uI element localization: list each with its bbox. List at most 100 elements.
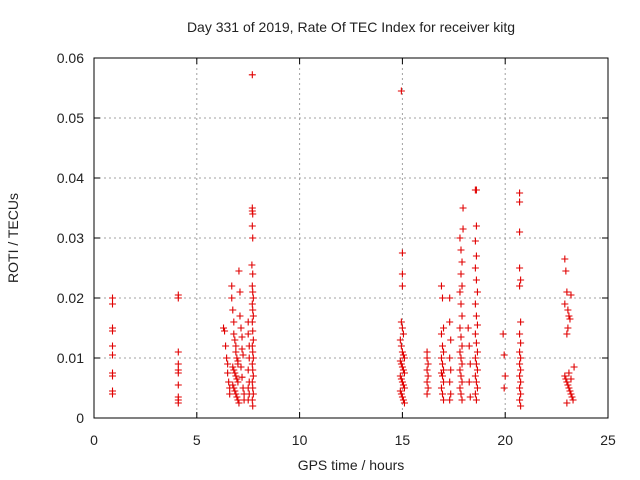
data-point xyxy=(225,378,233,386)
data-point xyxy=(459,225,467,233)
data-point xyxy=(397,375,405,383)
data-point xyxy=(400,384,408,392)
data-point xyxy=(248,282,256,290)
data-point xyxy=(398,378,406,386)
data-point xyxy=(248,261,256,269)
data-point xyxy=(237,363,245,371)
data-point xyxy=(397,342,405,350)
data-point xyxy=(568,393,576,401)
y-axis-label: ROTI / TECUs xyxy=(5,193,21,283)
data-point xyxy=(220,324,228,332)
data-point xyxy=(223,354,231,362)
data-point xyxy=(399,351,407,359)
data-point xyxy=(517,390,525,398)
data-point xyxy=(458,396,466,404)
data-point xyxy=(237,324,245,332)
data-point xyxy=(398,363,406,371)
data-point xyxy=(248,360,256,368)
y-tick-label: 0.03 xyxy=(57,230,84,246)
grid-layer xyxy=(94,58,608,418)
data-point xyxy=(471,354,479,362)
data-point xyxy=(457,246,465,254)
data-point xyxy=(562,267,570,275)
data-point xyxy=(570,363,578,371)
data-point xyxy=(109,390,117,398)
data-point xyxy=(249,402,257,410)
data-point xyxy=(423,390,431,398)
data-point xyxy=(471,300,479,308)
data-point xyxy=(231,336,239,344)
data-point xyxy=(517,366,525,374)
data-point xyxy=(232,390,240,398)
data-point xyxy=(423,366,431,374)
data-point xyxy=(517,354,525,362)
data-point xyxy=(566,315,574,323)
data-point xyxy=(472,339,480,347)
data-point xyxy=(235,267,243,275)
data-point xyxy=(398,282,406,290)
data-point xyxy=(438,390,446,398)
data-point xyxy=(446,396,454,404)
data-point xyxy=(457,372,465,380)
data-point xyxy=(516,228,524,236)
data-point xyxy=(563,399,571,407)
data-point xyxy=(226,390,234,398)
data-point xyxy=(472,378,480,386)
data-point xyxy=(565,312,573,320)
data-point xyxy=(249,390,257,398)
data-point xyxy=(248,378,256,386)
data-point xyxy=(399,396,407,404)
x-axis-label: GPS time / hours xyxy=(298,457,405,473)
data-point xyxy=(423,378,431,386)
data-point xyxy=(231,369,239,377)
data-point xyxy=(516,372,524,380)
data-point xyxy=(516,198,524,206)
data-point xyxy=(174,294,182,302)
data-point xyxy=(447,336,455,344)
data-point xyxy=(238,345,246,353)
data-point xyxy=(249,366,257,374)
data-point xyxy=(232,372,240,380)
y-tick-label: 0.02 xyxy=(57,290,84,306)
data-point xyxy=(500,351,508,359)
data-point xyxy=(423,348,431,356)
data-point xyxy=(244,330,252,338)
x-tick-label: 25 xyxy=(600,432,616,448)
data-point xyxy=(230,366,238,374)
data-point xyxy=(456,234,464,242)
data-point xyxy=(459,204,467,212)
data-point xyxy=(236,312,244,320)
data-point xyxy=(396,372,404,380)
data-point xyxy=(516,189,524,197)
data-point xyxy=(563,378,571,386)
data-point xyxy=(397,390,405,398)
data-point xyxy=(239,351,247,359)
data-point xyxy=(466,393,474,401)
data-point xyxy=(235,399,243,407)
data-point xyxy=(465,378,473,386)
data-point xyxy=(109,327,117,335)
data-point xyxy=(517,378,525,386)
data-point xyxy=(457,270,465,278)
data-point xyxy=(567,390,575,398)
data-point xyxy=(174,381,182,389)
data-point xyxy=(249,348,257,356)
data-point xyxy=(516,360,524,368)
data-point xyxy=(174,399,182,407)
data-point xyxy=(458,312,466,320)
data-point xyxy=(424,372,432,380)
data-point xyxy=(473,384,481,392)
data-point xyxy=(437,282,445,290)
data-point xyxy=(396,357,404,365)
data-point xyxy=(446,378,454,386)
data-point xyxy=(517,402,525,410)
data-point xyxy=(561,255,569,263)
data-point xyxy=(447,390,455,398)
x-tick-label: 15 xyxy=(395,432,411,448)
data-point xyxy=(472,276,480,284)
data-point xyxy=(457,333,465,341)
data-point xyxy=(516,330,524,338)
data-point xyxy=(229,381,237,389)
data-point xyxy=(397,360,405,368)
data-point xyxy=(232,342,240,350)
